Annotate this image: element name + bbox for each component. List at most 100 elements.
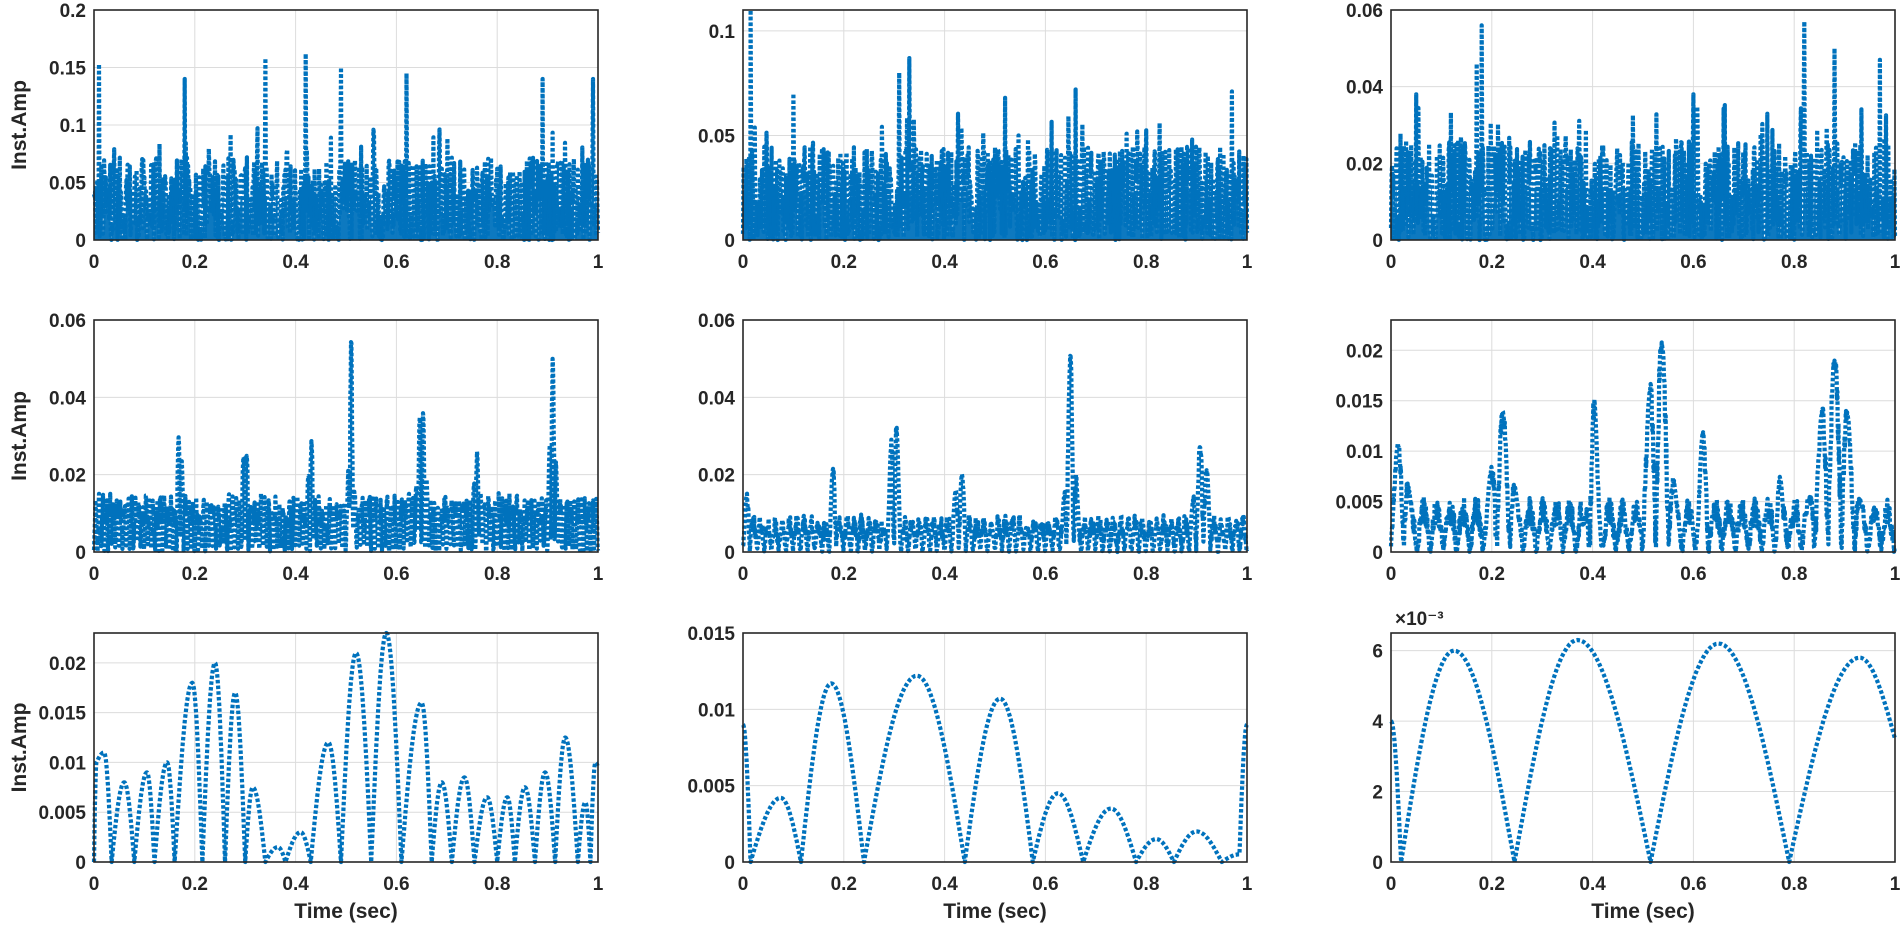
y-tick-label: 0.2 bbox=[60, 1, 86, 22]
x-tick-label: 0.8 bbox=[1781, 564, 1807, 585]
y-axis-label: Inst.Amp bbox=[8, 391, 31, 481]
y-tick-label: 0.02 bbox=[698, 466, 735, 487]
y-tick-label: 0.06 bbox=[698, 311, 735, 332]
x-tick-label: 1 bbox=[1890, 564, 1900, 585]
x-tick-label: 1 bbox=[1242, 874, 1253, 895]
axes-frame bbox=[742, 319, 1248, 553]
y-tick-label: 0.01 bbox=[49, 753, 86, 774]
x-tick-label: 0.2 bbox=[182, 564, 208, 585]
x-axis-label: Time (sec) bbox=[294, 900, 398, 923]
x-tick-label: 0.2 bbox=[831, 252, 857, 273]
y-tick-label: 0.005 bbox=[38, 803, 86, 824]
x-tick-label: 0.2 bbox=[831, 874, 857, 895]
y-tick-label: 0.04 bbox=[49, 388, 86, 409]
y-tick-label: 0.1 bbox=[60, 116, 87, 137]
x-tick-label: 0.4 bbox=[282, 564, 309, 585]
x-tick-label: 1 bbox=[593, 874, 604, 895]
x-tick-label: 0.8 bbox=[484, 564, 510, 585]
y-tick-label: 0.02 bbox=[49, 466, 86, 487]
x-tick-label: 0.6 bbox=[383, 564, 409, 585]
y-tick-label: 0 bbox=[1372, 543, 1383, 564]
y-tick-label: 2 bbox=[1372, 783, 1383, 804]
x-tick-label: 0.8 bbox=[484, 252, 510, 273]
axes-frame bbox=[742, 632, 1248, 863]
y-tick-label: 0 bbox=[724, 543, 735, 564]
x-tick-label: 0.4 bbox=[931, 564, 958, 585]
y-tick-label: 0.1 bbox=[709, 22, 736, 43]
axes-frame bbox=[1390, 319, 1896, 553]
x-tick-label: 0.2 bbox=[182, 874, 208, 895]
x-tick-label: 0.2 bbox=[1479, 874, 1505, 895]
x-tick-label: 0.2 bbox=[1479, 252, 1505, 273]
y-tick-label: 6 bbox=[1372, 642, 1383, 663]
x-tick-label: 0 bbox=[738, 874, 749, 895]
series-fill bbox=[1391, 187, 1895, 240]
series-fill bbox=[743, 190, 1247, 240]
y-axis-label: Inst.Amp bbox=[8, 80, 31, 170]
x-tick-label: 0.4 bbox=[1579, 564, 1606, 585]
x-tick-label: 0.6 bbox=[1680, 564, 1706, 585]
y-tick-label: 4 bbox=[1372, 712, 1383, 733]
y-tick-label: 0.005 bbox=[1335, 493, 1383, 514]
y-tick-label: 0.015 bbox=[687, 624, 735, 645]
x-tick-label: 0.6 bbox=[1032, 874, 1058, 895]
subplot-1: 0 0.2 0.4 0.6 0.8 1 0 0.05 0.1 0.15 0.2 Inst.Amp bbox=[8, 1, 604, 273]
x-tick-label: 0 bbox=[738, 252, 749, 273]
axes-frame bbox=[93, 319, 599, 553]
x-tick-label: 0.8 bbox=[1133, 252, 1159, 273]
x-tick-label: 0.6 bbox=[1680, 252, 1706, 273]
y-tick-label: 0 bbox=[724, 853, 735, 874]
x-tick-label: 0 bbox=[1386, 564, 1397, 585]
series-line bbox=[741, 353, 1250, 555]
x-tick-label: 0.8 bbox=[1133, 564, 1159, 585]
x-tick-label: 0.4 bbox=[1579, 874, 1606, 895]
series-line bbox=[1388, 340, 1897, 555]
subplot-7: 0 0.2 0.4 0.6 0.8 1 0 0.005 0.01 0.015 0.02 Inst.Am… bbox=[8, 630, 604, 923]
series-line bbox=[741, 673, 1249, 865]
x-tick-label: 1 bbox=[1242, 564, 1253, 585]
y-tick-label: 0.06 bbox=[1346, 1, 1383, 22]
y-tick-label: 0 bbox=[724, 231, 735, 252]
subplot-5: 0 0.2 0.4 0.6 0.8 1 0 0.02 0.04 0.06 bbox=[698, 311, 1253, 585]
x-tick-label: 0.4 bbox=[931, 252, 958, 273]
x-tick-label: 0.8 bbox=[1781, 874, 1807, 895]
x-tick-label: 0.2 bbox=[1479, 564, 1505, 585]
y-tick-label: 0.015 bbox=[1335, 392, 1383, 413]
subplot-4: 0 0.2 0.4 0.6 0.8 1 0 0.02 0.04 0.06 Inst.Amp bbox=[8, 311, 604, 585]
x-tick-label: 0.6 bbox=[1032, 564, 1058, 585]
x-axis-label: Time (sec) bbox=[943, 900, 1047, 923]
x-tick-label: 0.4 bbox=[1579, 252, 1606, 273]
x-tick-label: 0.8 bbox=[1781, 252, 1807, 273]
axes-frame bbox=[1390, 632, 1896, 863]
x-tick-label: 0.6 bbox=[1032, 252, 1058, 273]
x-tick-label: 0.4 bbox=[282, 874, 309, 895]
y-tick-label: 0.05 bbox=[698, 126, 735, 147]
series-fill bbox=[94, 196, 598, 240]
x-tick-label: 1 bbox=[1890, 874, 1900, 895]
series-line bbox=[1389, 637, 1898, 865]
y-tick-label: 0.04 bbox=[698, 388, 735, 409]
x-tick-label: 0 bbox=[89, 874, 100, 895]
y-tick-label: 0.02 bbox=[49, 654, 86, 675]
y-tick-label: 0 bbox=[1372, 231, 1383, 252]
y-tick-label: 0.01 bbox=[698, 700, 735, 721]
x-tick-label: 0.6 bbox=[383, 874, 409, 895]
x-tick-label: 1 bbox=[1242, 252, 1253, 273]
x-tick-label: 0.2 bbox=[182, 252, 208, 273]
y-tick-label: 0.01 bbox=[1346, 442, 1383, 463]
y-tick-label: 0.15 bbox=[49, 59, 86, 80]
x-tick-label: 1 bbox=[1890, 252, 1900, 273]
x-tick-label: 0.4 bbox=[282, 252, 309, 273]
y-tick-label: 0 bbox=[75, 231, 86, 252]
y-axis-label: Inst.Amp bbox=[8, 703, 31, 793]
axes-frame bbox=[93, 9, 599, 241]
subplot-6: 0 0.2 0.4 0.6 0.8 1 0 0.005 0.01 0.015 0.02 bbox=[1335, 319, 1900, 585]
y-tick-label: 0.02 bbox=[1346, 341, 1383, 362]
axes-frame bbox=[742, 9, 1248, 241]
x-tick-label: 0.6 bbox=[383, 252, 409, 273]
y-tick-label: 0 bbox=[1372, 853, 1383, 874]
subplot-3: 0 0.2 0.4 0.6 0.8 1 0 0.02 0.04 0.06 bbox=[1346, 1, 1900, 273]
x-tick-label: 0.6 bbox=[1680, 874, 1706, 895]
subplot-8: 0 0.2 0.4 0.6 0.8 1 0 0.005 0.01 0.015 Time (sec) bbox=[687, 624, 1252, 923]
y-tick-label: 0.005 bbox=[687, 777, 735, 798]
